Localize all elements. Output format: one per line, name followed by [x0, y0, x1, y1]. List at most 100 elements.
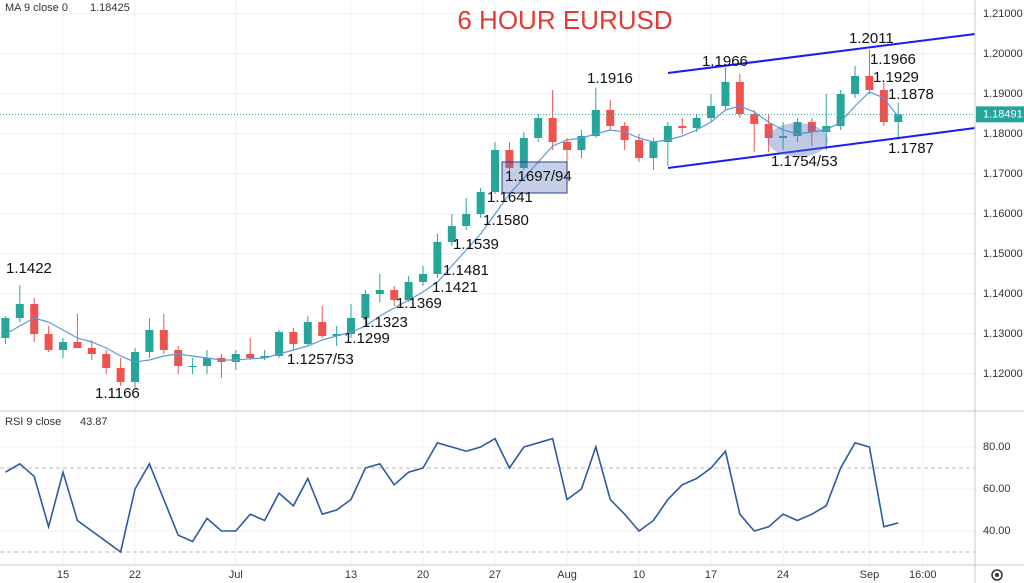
support-box [501, 161, 568, 194]
candle-body [793, 122, 802, 136]
line-series [4, 437, 899, 554]
price-annotation: 1.1754/53 [771, 153, 838, 170]
candle-body [735, 82, 744, 114]
price-annotation: 1.1697/94 [505, 168, 572, 185]
candle-body [750, 114, 759, 124]
candle-body [879, 90, 888, 122]
candle-body [447, 226, 456, 242]
candle-body [275, 332, 284, 356]
candle-body [375, 290, 384, 294]
chart-title: 6 HOUR EURUSD [457, 5, 672, 35]
candle-body [707, 106, 716, 118]
price-annotation: 1.1481 [443, 262, 489, 279]
candle-body [606, 110, 615, 126]
candle-body [30, 304, 39, 334]
candle-body [591, 110, 600, 136]
x-tick-label: 16:00 [909, 569, 937, 581]
candle-body [649, 142, 658, 158]
price-annotation: 1.1580 [483, 212, 529, 229]
candle-body [836, 94, 845, 126]
candle-body [131, 352, 140, 382]
ma-legend-name: MA 9 close 0 [5, 2, 68, 14]
candle-body [159, 330, 168, 350]
y-tick-label: 1.18000 [983, 128, 1023, 140]
gear-hub[interactable] [995, 573, 999, 577]
candle-body [347, 318, 356, 334]
candle-body [203, 358, 212, 366]
candle-body [635, 140, 644, 158]
candle-body [894, 114, 903, 122]
channel-lower [667, 127, 976, 169]
candle-body [851, 76, 860, 94]
x-tick-label: 24 [777, 569, 789, 581]
y-tick-label: 60.00 [983, 483, 1011, 495]
grid [0, 0, 975, 565]
x-tick-label: Aug [557, 569, 577, 581]
candle-body [577, 136, 586, 150]
candle-body [678, 126, 687, 128]
candle-body [188, 366, 197, 367]
candle-body [361, 294, 370, 318]
price-annotation: 1.1323 [362, 314, 408, 331]
y-tick-label: 1.21000 [983, 8, 1023, 20]
candle-body [73, 342, 82, 348]
y-tick-label: 1.16000 [983, 208, 1023, 220]
candle-body [303, 322, 312, 344]
candle-body [174, 350, 183, 366]
candle-body [663, 126, 672, 142]
rsi-legend-value: 43.87 [80, 416, 108, 428]
candle-body [289, 332, 298, 344]
candle-body [764, 124, 773, 138]
candle-body [491, 150, 500, 192]
candle-body [260, 356, 269, 358]
x-tick-label: 13 [345, 569, 357, 581]
candle-body [721, 82, 730, 106]
candle-body [1, 318, 10, 338]
candle-body [534, 118, 543, 138]
price-annotation: 1.1966 [870, 51, 916, 68]
x-tick-label: 17 [705, 569, 717, 581]
y-tick-label: 80.00 [983, 441, 1011, 453]
line-series [5, 91, 899, 363]
y-tick-label: 1.15000 [983, 248, 1023, 260]
price-annotation: 1.1166 [95, 385, 140, 402]
price-annotation: 1.1299 [344, 330, 390, 347]
price-annotation: 1.1421 [432, 279, 478, 296]
x-tick-label: Jul [229, 569, 243, 581]
candle-body [563, 142, 572, 150]
candle-body [15, 304, 24, 318]
settings-icon[interactable] [991, 569, 1003, 581]
y-tick-label: 1.14000 [983, 288, 1023, 300]
price-annotation: 1.1257/53 [287, 351, 354, 368]
x-tick-label: 22 [129, 569, 141, 581]
candle-body [246, 354, 255, 358]
price-annotation: 1.1422 [6, 260, 52, 277]
x-tick-label: 10 [633, 569, 645, 581]
price-annotation: 1.1539 [453, 236, 499, 253]
price-annotation: 1.1929 [873, 69, 919, 86]
candle-body [44, 334, 53, 350]
candle-body [822, 126, 831, 132]
candle-body [59, 342, 68, 350]
y-tick-label: 1.19000 [983, 88, 1023, 100]
ma-legend-value: 1.18425 [90, 2, 130, 14]
candle-body [548, 118, 557, 142]
candle-body [404, 282, 413, 300]
candle-body [390, 290, 399, 300]
price-annotation: 1.1641 [487, 189, 533, 206]
data-layer [0, 49, 975, 554]
y-tick-label: 40.00 [983, 525, 1011, 537]
candle-body [231, 354, 240, 362]
x-tick-label: 27 [489, 569, 501, 581]
price-annotation: 1.1966 [702, 53, 748, 70]
gear[interactable] [991, 569, 1003, 581]
x-tick-label: 20 [417, 569, 429, 581]
candle-body [807, 122, 816, 132]
x-tick-label: 15 [57, 569, 69, 581]
y-tick-label: 1.12000 [983, 368, 1023, 380]
candle-body [620, 126, 629, 140]
price-annotation: 1.2011 [849, 30, 894, 47]
